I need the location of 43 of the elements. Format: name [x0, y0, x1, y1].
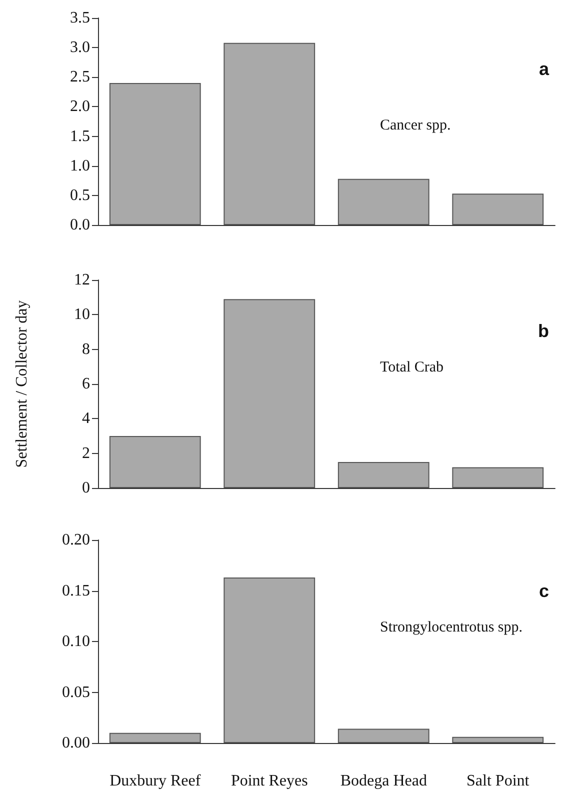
y-axis-title: Settlement / Collector day [14, 300, 30, 468]
annotation: Total Crab [380, 360, 444, 376]
annotation: b [538, 321, 550, 341]
bar [224, 42, 316, 225]
y-tick-label: 8 [82, 340, 90, 358]
y-tick-label: 0.5 [70, 186, 90, 204]
x-tick-label: Duxbury Reef [110, 772, 202, 790]
y-tick-label: 6 [82, 376, 90, 392]
bar [452, 194, 544, 225]
bar [224, 299, 316, 488]
y-tick-label: 1.5 [70, 128, 90, 145]
y-tick-label: 0.05 [62, 684, 90, 701]
annotation: Strongylocentrotus spp. [380, 620, 522, 636]
y-tick-label: 0 [82, 480, 90, 496]
y-tick-label: 3.5 [70, 10, 90, 26]
annotation: c [538, 581, 550, 601]
y-tick-label: 12 [74, 272, 90, 288]
y-tick-label: 3.0 [70, 39, 90, 56]
y-tick-label: 4 [82, 410, 90, 428]
bar [452, 467, 544, 488]
bar [452, 736, 544, 743]
x-tick-label: Salt Point [466, 772, 530, 790]
y-tick-label: 2 [82, 444, 90, 462]
y-tick-label: 1.0 [70, 157, 90, 174]
y-tick-label: 2.0 [70, 98, 90, 116]
bar [224, 578, 316, 743]
y-tick-label: 10 [74, 306, 90, 324]
y-tick-label: 0.15 [62, 582, 90, 600]
bar [109, 436, 201, 488]
x-tick-label: Bodega Head [340, 772, 427, 790]
bar [109, 732, 201, 743]
bar [338, 462, 430, 488]
y-tick-label: 0.00 [62, 734, 90, 752]
bar [338, 728, 430, 743]
y-tick-label: 2.5 [70, 68, 90, 86]
annotation: Cancer spp. [380, 118, 451, 134]
bar [338, 178, 430, 225]
x-tick-label: Point Reyes [230, 772, 308, 790]
bar [109, 83, 201, 225]
y-tick-label: 0.20 [62, 532, 90, 548]
y-tick-label: 0.0 [70, 216, 90, 234]
y-tick-label: 0.10 [62, 633, 90, 650]
annotation: a [538, 59, 550, 79]
